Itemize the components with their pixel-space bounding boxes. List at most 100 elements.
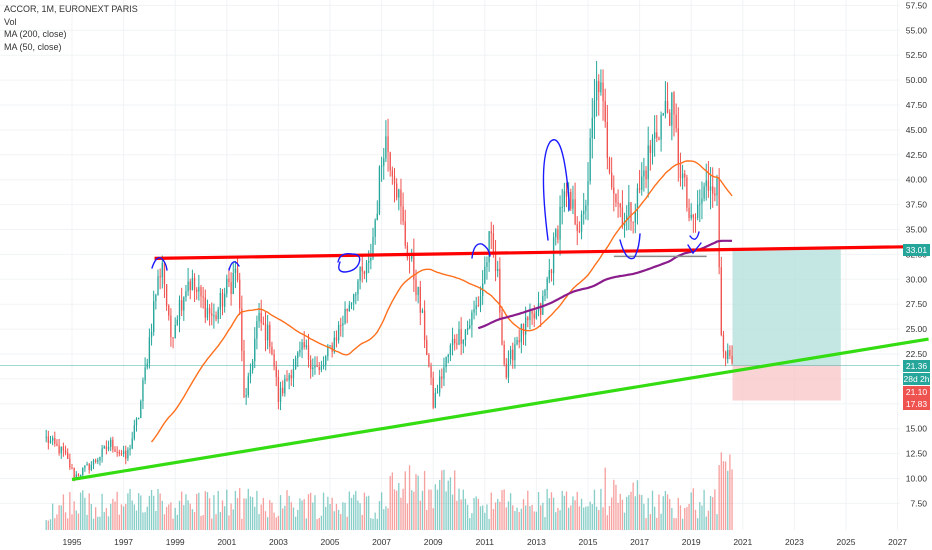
candle-body <box>696 204 699 218</box>
candle-body <box>662 113 664 116</box>
candle-body <box>524 317 527 335</box>
volume-bar <box>647 498 649 530</box>
candle-body <box>221 293 224 307</box>
price-badge-label: 21.10 <box>906 387 928 397</box>
candle-body <box>329 345 331 347</box>
candle-body <box>54 438 56 444</box>
candle-body <box>208 307 211 314</box>
volume-bar <box>163 514 166 530</box>
volume-bar <box>497 498 499 530</box>
legend-vol: Vol <box>4 16 17 27</box>
price-badge <box>903 398 930 410</box>
volume-bar <box>454 470 456 530</box>
take-profit-zone <box>732 249 841 366</box>
candle-body <box>619 203 621 208</box>
candle-body <box>129 448 131 450</box>
ma200-line <box>477 239 733 330</box>
candle-body <box>456 343 458 345</box>
volume-bar <box>137 493 140 530</box>
volume-bar <box>64 512 67 530</box>
volume-bar <box>82 490 84 530</box>
volume-bar <box>103 512 105 530</box>
volume-bar <box>578 506 581 530</box>
time-tick-label: 2019 <box>682 537 701 547</box>
candle-body <box>501 312 503 345</box>
price-tick-label: 45.00 <box>906 125 928 135</box>
time-tick-label: 1997 <box>114 537 133 547</box>
candle-body <box>445 357 447 368</box>
candle-body <box>610 172 613 188</box>
volume-bar <box>374 512 376 530</box>
price-tick-label: 7.50 <box>910 498 927 508</box>
candle-body <box>230 282 232 294</box>
volume-bar <box>118 514 120 530</box>
volume-bar <box>628 495 630 530</box>
legend-ma200: MA (200, close) <box>4 29 67 39</box>
price-tick-label: 52.50 <box>906 50 928 60</box>
volume-bar <box>86 514 88 530</box>
volume-bar <box>580 498 583 530</box>
candle-body <box>503 344 505 365</box>
price-tick-label: 10.00 <box>906 474 928 484</box>
candle-body <box>413 254 415 280</box>
time-axis: 1995 1997 1999 2001 2003 2005 2007 2009 2011 2013… <box>63 537 908 547</box>
candle-body <box>320 366 323 370</box>
candle-body <box>127 449 129 459</box>
candle-body <box>176 319 179 325</box>
candle-body <box>204 297 206 318</box>
candle-body <box>355 294 357 296</box>
volume-bar <box>148 495 151 530</box>
candle-body <box>277 376 280 402</box>
volume-bar <box>378 501 381 530</box>
volume-bar <box>361 514 363 530</box>
volume-bar <box>600 488 602 530</box>
volume-bar <box>540 505 542 530</box>
candle-body <box>492 233 495 254</box>
annotation-stroke <box>542 139 570 241</box>
price-tick-label: 40.00 <box>906 175 928 185</box>
volume-bar <box>301 500 303 530</box>
volume-bar <box>264 511 267 530</box>
volume-bar <box>626 496 628 530</box>
volume-bar <box>142 512 144 530</box>
candle-body <box>107 446 110 450</box>
volume-bar <box>198 492 200 530</box>
candle-body <box>421 310 424 313</box>
candle-body <box>79 474 82 477</box>
volume-bar <box>187 500 189 530</box>
volume-bar <box>613 479 615 530</box>
volume-bar <box>342 502 344 530</box>
volume-bar <box>563 495 566 530</box>
volume-bar <box>598 510 600 530</box>
volume-bar <box>645 518 647 530</box>
candle-body <box>361 266 363 272</box>
candle-body <box>62 446 65 451</box>
volume-bar <box>656 517 658 530</box>
candle-body <box>686 177 688 208</box>
volume-bar <box>327 496 329 530</box>
candle-body <box>120 453 123 455</box>
candle-body <box>303 342 305 348</box>
candle-body <box>269 324 271 347</box>
volume-bar <box>202 515 204 530</box>
candle-body <box>60 446 62 454</box>
volume-bar <box>170 502 172 530</box>
candle-body <box>376 213 378 221</box>
candle-body <box>417 286 419 295</box>
volume-bar <box>466 504 469 530</box>
volume-bar <box>256 490 258 530</box>
volume-bar <box>120 504 123 530</box>
candle-body <box>271 346 273 355</box>
volume-bar <box>365 496 368 530</box>
candle-body <box>400 189 402 207</box>
candle-body <box>226 278 228 294</box>
candle-body <box>290 375 292 379</box>
volume-bar <box>344 502 346 530</box>
candle-body <box>559 206 561 240</box>
candle-body <box>660 115 662 140</box>
candle-body <box>512 349 514 361</box>
volume-bar <box>125 503 127 530</box>
candle-body <box>47 436 50 443</box>
annotation-stroke <box>471 243 491 259</box>
